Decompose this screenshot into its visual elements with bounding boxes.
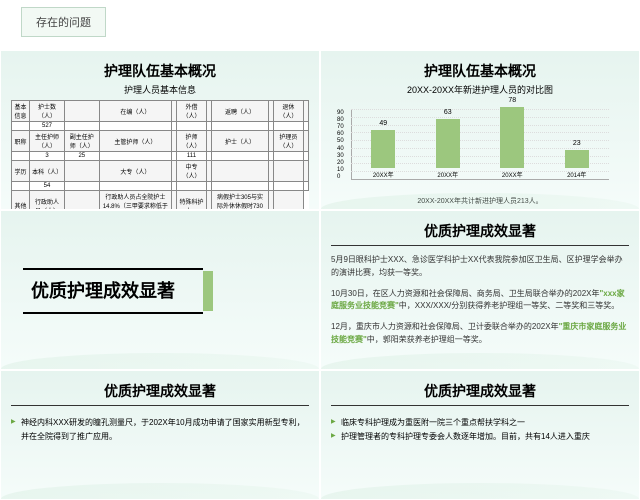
slide-problems-tab: 存在的问题 <box>0 0 640 50</box>
bullet-2: 护理管理者的专科护理专委会人数逐年增加。目前，共有14人进入重庆 <box>331 430 629 444</box>
subtitle: 护理人员基本信息 <box>11 83 309 96</box>
slide-achievements-2: 优质护理成效显著 神经内科XXX研发的瞳孔测量尺，于202X年10月成功申请了国… <box>0 370 320 500</box>
title: 护理队伍基本概况 <box>331 61 629 81</box>
para-2: 10月30日，在区人力资源和社会保障局、商务局、卫生局联合举办的202X年"xx… <box>331 288 629 314</box>
title: 优质护理成效显著 <box>331 221 629 241</box>
title: 优质护理成效显著 <box>331 381 629 401</box>
slide-achievements-1: 优质护理成效显著 5月9日眼科护士XXX、急诊医学科护士XX代表我院参加区卫生局… <box>320 210 640 370</box>
accent-bar <box>203 271 213 311</box>
title: 优质护理成效显著 <box>11 381 309 401</box>
slide-table: 护理队伍基本概况 护理人员基本信息 基本信息护士数（人）在编（人）外借（人）返聘… <box>0 50 320 210</box>
slide-chart: 护理队伍基本概况 20XX-20XX年新进护理人员的对比图 4920XX年632… <box>320 50 640 210</box>
staff-table: 基本信息护士数（人）在编（人）外借（人）返聘（人）退休（人）527职称主任护师（… <box>11 100 309 210</box>
bar-chart: 4920XX年6320XX年7820XX年232014年 90807060504… <box>351 104 609 194</box>
bullet-1: 神经内科XXX研发的瞳孔测量尺，于202X年10月成功申请了国家实用新型专利，并… <box>11 416 309 443</box>
slide-achievements-3: 优质护理成效显著 临床专科护理成为重医附一院三个重点帮扶学科之一 护理管理者的专… <box>320 370 640 500</box>
slide-section-title: 优质护理成效显著 <box>0 210 320 370</box>
title: 护理队伍基本概况 <box>11 61 309 81</box>
para-3: 12月，重庆市人力资源和社会保障局、卫计委联合举办的202X年"重庆市家庭服务业… <box>331 321 629 347</box>
tab-box: 存在的问题 <box>21 7 106 37</box>
para-1: 5月9日眼科护士XXX、急诊医学科护士XX代表我院参加区卫生局、区护理学会举办的… <box>331 254 629 280</box>
subtitle: 20XX-20XX年新进护理人员的对比图 <box>331 83 629 96</box>
bullet-1: 临床专科护理成为重医附一院三个重点帮扶学科之一 <box>331 416 629 430</box>
big-title: 优质护理成效显著 <box>31 277 175 303</box>
